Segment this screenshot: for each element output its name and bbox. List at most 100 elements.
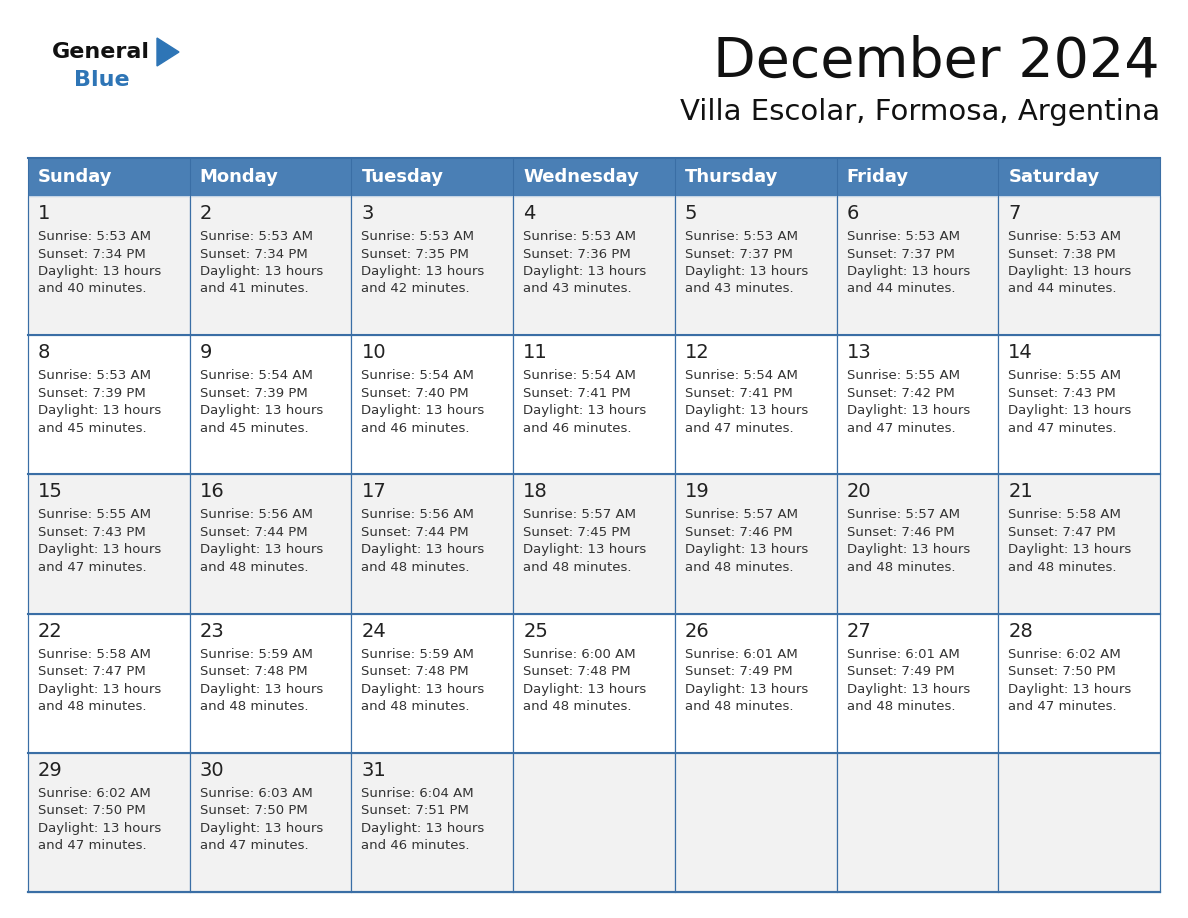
Bar <box>836 335 998 475</box>
Text: General: General <box>52 42 150 62</box>
Text: Friday: Friday <box>847 168 909 186</box>
Text: Thursday: Thursday <box>684 168 778 186</box>
Bar <box>998 335 1159 475</box>
Text: Daylight: 13 hours: Daylight: 13 hours <box>847 543 969 556</box>
Text: Saturday: Saturday <box>1009 168 1100 186</box>
Text: 6: 6 <box>847 204 859 223</box>
Bar <box>836 196 998 335</box>
Text: and 48 minutes.: and 48 minutes. <box>38 700 146 713</box>
Text: and 46 minutes.: and 46 minutes. <box>523 421 632 435</box>
Bar <box>675 335 836 475</box>
Text: Sunset: 7:49 PM: Sunset: 7:49 PM <box>684 666 792 678</box>
Text: and 44 minutes.: and 44 minutes. <box>1009 283 1117 296</box>
Text: 24: 24 <box>361 621 386 641</box>
Bar <box>675 475 836 613</box>
Text: 20: 20 <box>847 482 871 501</box>
Text: Daylight: 13 hours: Daylight: 13 hours <box>361 265 485 278</box>
Text: Sunrise: 6:02 AM: Sunrise: 6:02 AM <box>1009 647 1121 661</box>
Text: Daylight: 13 hours: Daylight: 13 hours <box>523 404 646 417</box>
Text: Sunset: 7:43 PM: Sunset: 7:43 PM <box>1009 386 1116 399</box>
Text: Sunset: 7:34 PM: Sunset: 7:34 PM <box>38 248 146 261</box>
Text: Daylight: 13 hours: Daylight: 13 hours <box>200 265 323 278</box>
Text: 1: 1 <box>38 204 50 223</box>
Text: Sunrise: 5:57 AM: Sunrise: 5:57 AM <box>523 509 636 521</box>
Text: Sunset: 7:48 PM: Sunset: 7:48 PM <box>523 666 631 678</box>
Text: and 48 minutes.: and 48 minutes. <box>684 700 794 713</box>
Text: 2: 2 <box>200 204 213 223</box>
Bar <box>352 475 513 613</box>
Bar <box>998 753 1159 892</box>
Text: 9: 9 <box>200 343 213 363</box>
Text: Sunrise: 5:53 AM: Sunrise: 5:53 AM <box>523 230 636 243</box>
Text: Tuesday: Tuesday <box>361 168 443 186</box>
Text: and 47 minutes.: and 47 minutes. <box>200 839 309 852</box>
Text: Sunrise: 5:53 AM: Sunrise: 5:53 AM <box>684 230 798 243</box>
Text: 12: 12 <box>684 343 709 363</box>
Text: 19: 19 <box>684 482 709 501</box>
Bar <box>675 158 836 196</box>
Text: Sunrise: 5:57 AM: Sunrise: 5:57 AM <box>847 509 960 521</box>
Text: and 41 minutes.: and 41 minutes. <box>200 283 309 296</box>
Text: 16: 16 <box>200 482 225 501</box>
Bar <box>836 753 998 892</box>
Bar <box>190 613 352 753</box>
Text: and 46 minutes.: and 46 minutes. <box>361 421 470 435</box>
Bar <box>513 158 675 196</box>
Text: Daylight: 13 hours: Daylight: 13 hours <box>847 683 969 696</box>
Bar <box>190 196 352 335</box>
Text: Villa Escolar, Formosa, Argentina: Villa Escolar, Formosa, Argentina <box>680 98 1159 126</box>
Text: 5: 5 <box>684 204 697 223</box>
Text: Sunrise: 5:53 AM: Sunrise: 5:53 AM <box>38 230 151 243</box>
Bar <box>190 753 352 892</box>
Bar <box>675 196 836 335</box>
Text: Sunrise: 5:53 AM: Sunrise: 5:53 AM <box>200 230 312 243</box>
Text: 28: 28 <box>1009 621 1034 641</box>
Text: and 47 minutes.: and 47 minutes. <box>1009 700 1117 713</box>
Text: Sunrise: 5:59 AM: Sunrise: 5:59 AM <box>361 647 474 661</box>
Text: Sunset: 7:34 PM: Sunset: 7:34 PM <box>200 248 308 261</box>
Text: Sunrise: 5:54 AM: Sunrise: 5:54 AM <box>684 369 797 382</box>
Text: Monday: Monday <box>200 168 279 186</box>
Text: Sunset: 7:49 PM: Sunset: 7:49 PM <box>847 666 954 678</box>
Text: Daylight: 13 hours: Daylight: 13 hours <box>361 404 485 417</box>
Text: and 43 minutes.: and 43 minutes. <box>523 283 632 296</box>
Text: 7: 7 <box>1009 204 1020 223</box>
Text: and 48 minutes.: and 48 minutes. <box>523 561 632 574</box>
Text: Daylight: 13 hours: Daylight: 13 hours <box>684 265 808 278</box>
Text: Sunset: 7:45 PM: Sunset: 7:45 PM <box>523 526 631 539</box>
Text: Sunset: 7:41 PM: Sunset: 7:41 PM <box>684 386 792 399</box>
Bar <box>352 613 513 753</box>
Text: and 47 minutes.: and 47 minutes. <box>684 421 794 435</box>
Text: Daylight: 13 hours: Daylight: 13 hours <box>200 822 323 834</box>
Text: Sunset: 7:41 PM: Sunset: 7:41 PM <box>523 386 631 399</box>
Text: Sunrise: 5:57 AM: Sunrise: 5:57 AM <box>684 509 798 521</box>
Text: Sunrise: 6:03 AM: Sunrise: 6:03 AM <box>200 787 312 800</box>
Text: Sunset: 7:47 PM: Sunset: 7:47 PM <box>1009 526 1116 539</box>
Text: Daylight: 13 hours: Daylight: 13 hours <box>38 683 162 696</box>
Text: Sunrise: 5:53 AM: Sunrise: 5:53 AM <box>847 230 960 243</box>
Text: Daylight: 13 hours: Daylight: 13 hours <box>361 683 485 696</box>
Text: Daylight: 13 hours: Daylight: 13 hours <box>38 404 162 417</box>
Text: Sunset: 7:39 PM: Sunset: 7:39 PM <box>200 386 308 399</box>
Text: Sunset: 7:51 PM: Sunset: 7:51 PM <box>361 804 469 817</box>
Bar <box>998 475 1159 613</box>
Text: Blue: Blue <box>74 70 129 90</box>
Text: 21: 21 <box>1009 482 1034 501</box>
Bar <box>675 613 836 753</box>
Text: 26: 26 <box>684 621 709 641</box>
Bar <box>998 196 1159 335</box>
Text: Daylight: 13 hours: Daylight: 13 hours <box>1009 683 1131 696</box>
Bar <box>513 475 675 613</box>
Text: 22: 22 <box>38 621 63 641</box>
Text: Daylight: 13 hours: Daylight: 13 hours <box>361 822 485 834</box>
Text: Daylight: 13 hours: Daylight: 13 hours <box>200 543 323 556</box>
Bar <box>513 196 675 335</box>
Text: Sunset: 7:35 PM: Sunset: 7:35 PM <box>361 248 469 261</box>
Text: Daylight: 13 hours: Daylight: 13 hours <box>684 683 808 696</box>
Text: Sunset: 7:48 PM: Sunset: 7:48 PM <box>361 666 469 678</box>
Text: Sunset: 7:39 PM: Sunset: 7:39 PM <box>38 386 146 399</box>
Bar <box>513 335 675 475</box>
Text: 18: 18 <box>523 482 548 501</box>
Text: 23: 23 <box>200 621 225 641</box>
Text: Sunrise: 5:56 AM: Sunrise: 5:56 AM <box>361 509 474 521</box>
